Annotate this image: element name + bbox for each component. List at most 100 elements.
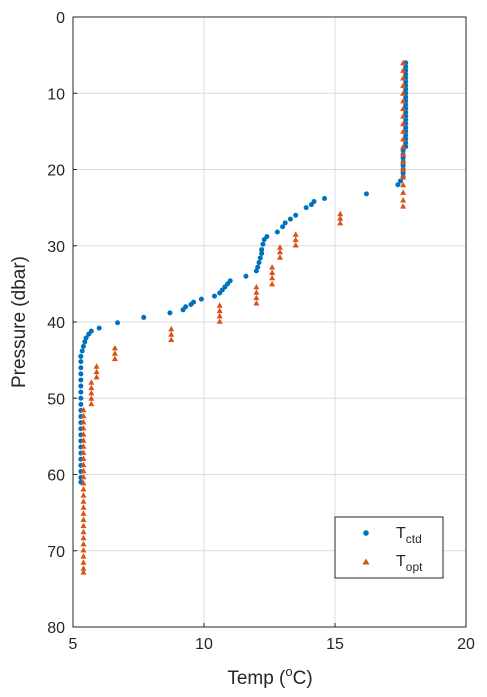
point-ctd [211,293,217,299]
point-ctd [400,155,406,161]
point-ctd [287,216,293,222]
point-opt [111,355,118,362]
point-ctd [280,224,286,230]
point-ctd [403,94,409,100]
point-opt [400,143,407,150]
point-opt [400,181,407,188]
legend: Tctd Topt [334,516,444,579]
y-axis-label: Pressure (dbar) [9,256,30,388]
y-tick-label: 30 [47,239,65,256]
point-opt [80,516,87,522]
point-opt [88,389,95,396]
point-ctd [82,339,88,345]
point-opt [216,307,223,314]
point-opt [269,280,276,287]
x-tick-label: 10 [195,636,213,653]
point-ctd [308,202,314,208]
point-ctd [403,125,409,131]
point-opt [80,449,87,455]
point-opt [80,485,87,492]
y-tick-label: 80 [47,620,65,637]
point-opt [276,248,283,255]
point-opt [168,336,175,343]
point-opt [80,406,87,413]
point-opt [400,136,407,142]
y-tick-label: 60 [47,468,65,485]
point-opt [88,400,95,407]
point-opt [80,467,87,474]
point-ctd [198,296,204,302]
point-opt [400,166,407,172]
point-ctd [167,310,173,316]
point-opt [400,174,407,180]
point-ctd [86,331,92,337]
point-opt [168,325,175,332]
point-opt [400,97,407,104]
point-opt [400,120,407,127]
point-ctd [293,212,299,218]
point-opt [80,528,87,535]
point-opt [253,289,260,295]
x-tick-label: 15 [326,636,344,653]
point-opt [80,473,87,480]
point-opt [400,158,407,165]
point-ctd [253,268,259,274]
point-opt [269,264,276,270]
point-ctd [78,353,84,359]
legend-marker-ctd [363,530,369,536]
point-opt [80,418,87,425]
point-ctd [400,170,406,176]
point-opt [88,379,95,385]
point-ctd [78,365,84,371]
point-opt [253,299,260,306]
point-opt [88,384,95,391]
point-ctd [217,290,223,296]
point-ctd [78,377,84,383]
point-ctd [78,401,84,407]
legend-marker-opt [362,558,370,565]
series-ctd [78,60,409,485]
point-ctd [257,255,263,261]
point-opt [400,128,407,134]
x-tick-label: 20 [457,636,475,653]
point-opt [400,151,407,157]
point-opt [337,219,344,226]
point-ctd [403,71,409,77]
point-opt [80,424,87,431]
point-opt [111,344,118,351]
point-ctd [403,117,409,123]
legend-box [334,516,444,579]
y-tick-label: 0 [56,10,65,27]
point-opt [80,461,87,468]
point-ctd [115,320,121,326]
point-opt [80,412,87,419]
point-ctd [83,335,89,341]
point-opt [88,395,95,401]
point-ctd [78,395,84,401]
x-tick-labels: 5 10 15 20 [69,636,475,653]
series-opt [80,59,407,575]
point-ctd [403,109,409,115]
y-tick-labels: 0 10 20 30 40 50 60 70 80 [47,10,65,637]
y-tick-label: 70 [47,544,65,561]
point-opt [292,241,299,248]
point-opt [80,534,87,541]
point-opt [80,479,87,486]
point-opt [253,294,260,301]
point-ctd [180,307,186,313]
point-opt [93,368,100,375]
point-opt [80,455,87,461]
point-opt [80,546,87,553]
point-ctd [322,195,328,201]
point-opt [93,373,100,380]
point-ctd [395,182,401,188]
point-opt [400,82,407,89]
point-opt [80,443,87,449]
point-opt [168,331,175,337]
y-tick-label: 50 [47,391,65,408]
plot-frame [72,16,467,628]
point-ctd [256,260,262,266]
point-ctd [188,301,194,307]
point-ctd [96,325,102,331]
